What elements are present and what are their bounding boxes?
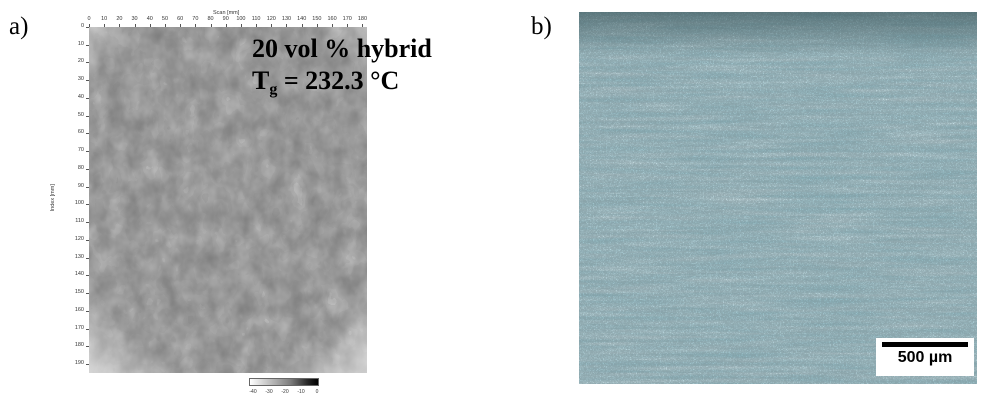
x-tick-mark [332, 24, 334, 27]
y-tick-mark [86, 222, 89, 224]
x-tick-mark [119, 24, 121, 27]
y-tick-label: 70 [77, 147, 84, 154]
panel-b-label: b) [531, 13, 552, 40]
x-tick-label: 20 [116, 16, 123, 22]
y-tick-mark [86, 151, 89, 153]
x-tick-mark [164, 24, 166, 27]
panel-a-label: a) [9, 13, 29, 40]
y-tick-label: 160 [74, 306, 84, 313]
y-tick-mark [86, 310, 89, 312]
x-tick-label: 160 [327, 16, 337, 22]
x-tick-label: 110 [251, 16, 261, 22]
y-tick-label: 150 [74, 289, 84, 296]
scale-bar [882, 342, 968, 347]
y-tick-label: 170 [74, 324, 84, 331]
colorbar-tick-label: -30 [265, 389, 273, 395]
x-tick-mark [89, 24, 90, 27]
y-tick-mark [86, 204, 89, 206]
y-tick-mark [86, 293, 89, 295]
colorbar-tick-label: -20 [281, 389, 289, 395]
x-tick-label: 60 [177, 16, 184, 22]
y-tick-mark [86, 97, 89, 99]
x-tick-mark [347, 24, 349, 27]
colorbar-tick-label: -10 [297, 389, 305, 395]
x-tick-label: 170 [342, 16, 352, 22]
colorbar [249, 378, 319, 386]
colorbar-tick-label: 0 [315, 389, 319, 395]
y-tick-mark [86, 257, 89, 259]
x-tick-mark [210, 24, 212, 27]
tg-annotation: Tg = 232.3 °C [252, 68, 399, 98]
x-axis-title: Scan [mm] [213, 10, 240, 16]
x-tick-mark [149, 24, 151, 27]
y-tick-mark [86, 168, 89, 170]
x-tick-mark [286, 24, 288, 27]
y-tick-label: 130 [74, 253, 84, 260]
y-tick-label: 190 [74, 360, 84, 367]
scale-bar-label: 500 µm [897, 349, 953, 366]
x-tick-label: 10 [101, 16, 108, 22]
x-tick-mark [104, 24, 106, 27]
y-tick-mark [86, 186, 89, 188]
x-tick-mark [316, 24, 318, 27]
y-tick-mark [86, 364, 89, 366]
y-tick-mark [86, 115, 89, 117]
y-tick-label: 80 [77, 164, 84, 171]
y-tick-mark [86, 346, 89, 348]
optical-micrograph [579, 12, 977, 384]
x-tick-label: 30 [131, 16, 138, 22]
x-tick-mark [240, 24, 242, 27]
x-tick-mark [271, 24, 273, 27]
x-tick-mark [362, 24, 364, 27]
colorbar-tick-label: -40 [249, 389, 257, 395]
x-tick-label: 180 [357, 16, 368, 22]
x-tick-label: 100 [236, 16, 246, 22]
y-tick-mark [86, 80, 89, 82]
tg-value: = 232.3 °C [277, 66, 400, 95]
y-tick-mark [86, 62, 89, 64]
x-tick-mark [225, 24, 227, 27]
y-tick-label: 180 [74, 342, 84, 349]
y-tick-label: 120 [74, 235, 84, 242]
x-tick-label: 80 [207, 16, 214, 22]
x-tick-label: 50 [161, 16, 169, 22]
y-tick-label: 90 [77, 182, 84, 189]
x-tick-label: 70 [192, 16, 199, 22]
y-tick-label: 30 [77, 76, 84, 83]
ultrasonic-c-scan-map [89, 27, 367, 373]
x-tick-label: 150 [312, 16, 322, 22]
y-tick-label: 140 [74, 271, 84, 278]
y-tick-label: 10 [77, 40, 84, 47]
x-tick-label: 40 [146, 16, 153, 22]
x-tick-mark [195, 24, 197, 27]
x-tick-mark [180, 24, 182, 27]
y-tick-mark [86, 275, 89, 277]
x-tick-mark [301, 24, 303, 27]
y-tick-mark [86, 239, 89, 241]
y-tick-mark [86, 328, 89, 330]
y-tick-label: 50 [77, 111, 84, 118]
x-tick-label: 90 [222, 16, 229, 22]
y-axis-title: Index [mm] [49, 184, 56, 212]
y-tick-mark [86, 44, 89, 46]
y-tick-label: 110 [75, 218, 84, 225]
x-tick-label: 130 [281, 16, 292, 22]
x-tick-mark [256, 24, 258, 27]
x-tick-mark [134, 24, 136, 27]
y-tick-label: 20 [77, 58, 84, 65]
tg-symbol: T [252, 66, 270, 95]
y-tick-mark [86, 133, 89, 135]
y-tick-label: 60 [77, 129, 84, 136]
y-tick-label: 40 [77, 93, 84, 100]
x-tick-label: 120 [266, 16, 276, 22]
y-tick-mark [86, 27, 89, 28]
y-tick-label: 0 [80, 23, 84, 29]
x-tick-label: 0 [87, 16, 91, 22]
sample-annotation-line1: 20 vol % hybrid [252, 34, 432, 63]
tg-subscript: g [269, 81, 278, 98]
x-tick-label: 140 [297, 16, 307, 22]
y-tick-label: 100 [74, 200, 84, 207]
